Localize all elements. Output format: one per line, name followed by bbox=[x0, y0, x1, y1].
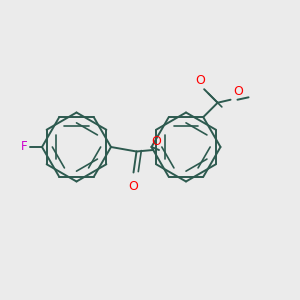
Text: O: O bbox=[196, 74, 206, 87]
Text: O: O bbox=[151, 135, 160, 148]
Text: O: O bbox=[129, 180, 138, 193]
Text: O: O bbox=[233, 85, 243, 98]
Text: F: F bbox=[21, 140, 28, 154]
